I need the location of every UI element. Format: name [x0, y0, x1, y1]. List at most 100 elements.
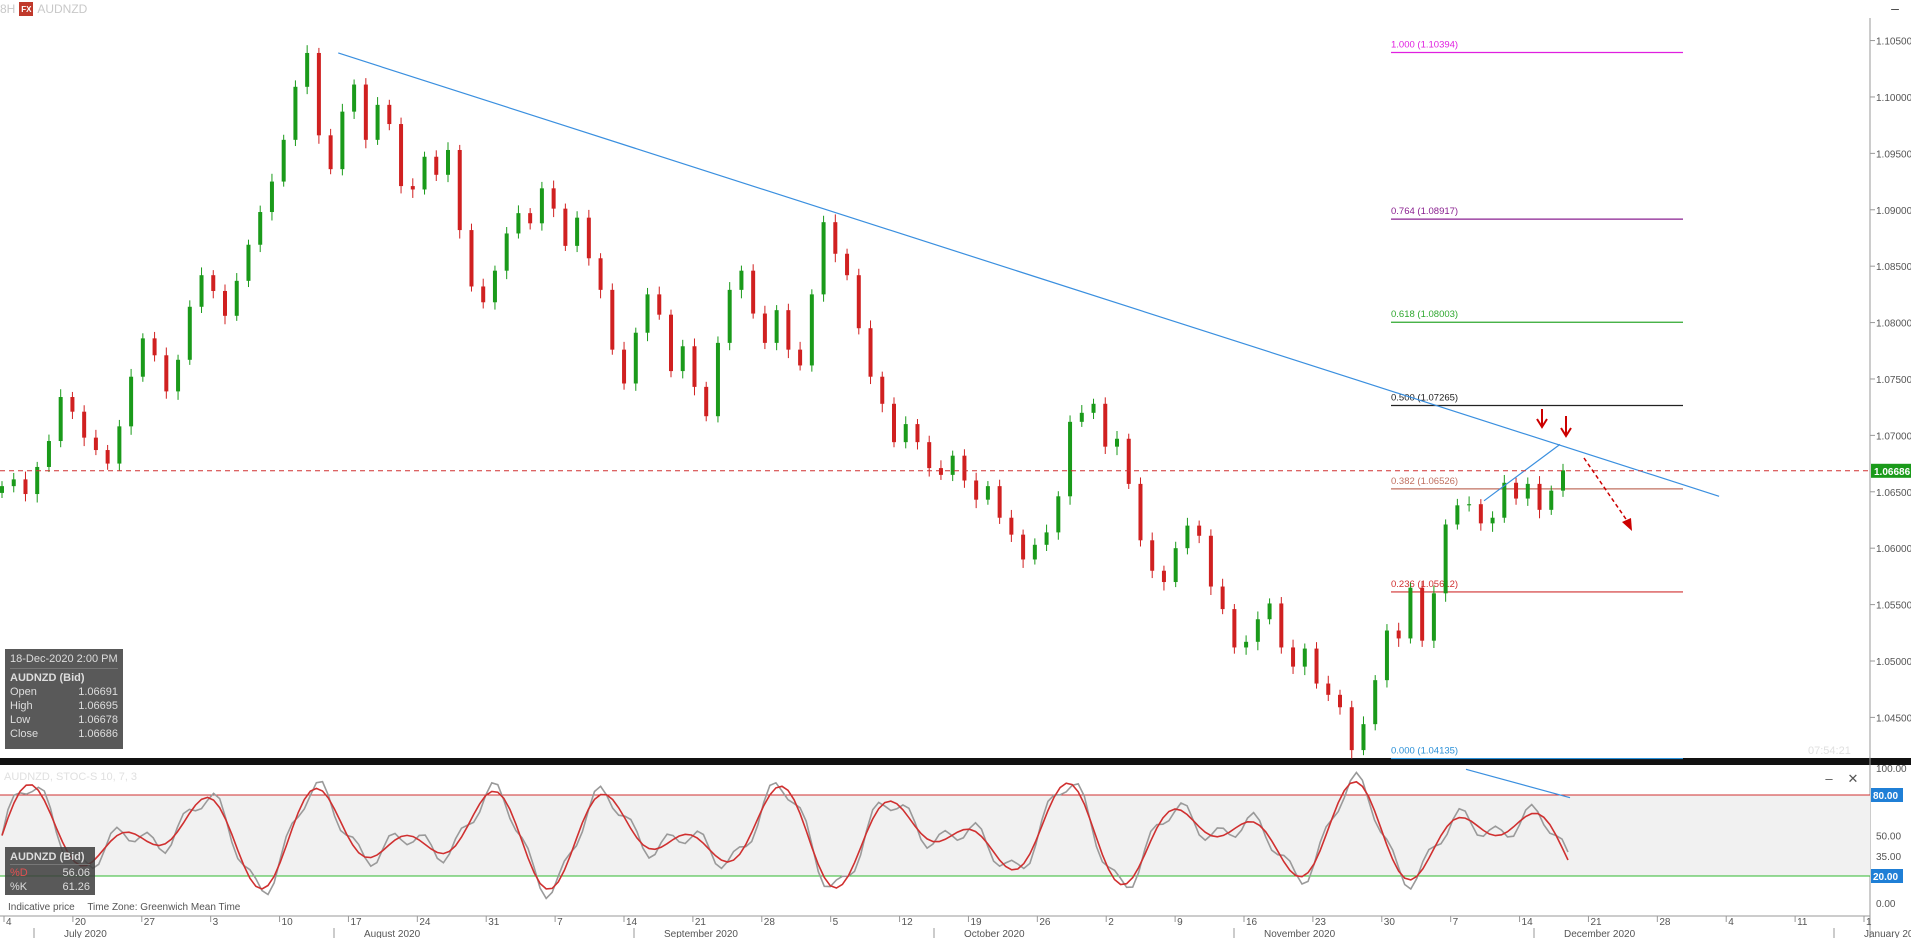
- candle-body-12: [140, 338, 145, 377]
- candle-body-39: [457, 149, 462, 231]
- x-month-label-3: October 2020: [964, 929, 1025, 938]
- candle-body-27: [316, 52, 321, 136]
- x-month-label-6: January 2021: [1864, 929, 1911, 938]
- x-tick-label-20: 30: [1384, 917, 1396, 928]
- candle-body-52: [610, 289, 615, 350]
- candle-body-56: [657, 294, 662, 315]
- candle-body-28: [328, 135, 333, 170]
- minimize-button[interactable]: –: [1891, 0, 1899, 16]
- candle-body-91: [1068, 421, 1073, 497]
- candle-body-100: [1173, 548, 1178, 583]
- x-month-label-5: December 2020: [1564, 929, 1636, 938]
- x-tick-label-8: 7: [557, 917, 563, 928]
- y-tick-label-0: 1.10500: [1876, 37, 1911, 48]
- candle-body-125: [1467, 504, 1472, 506]
- x-tick-label-27: 1: [1866, 917, 1872, 928]
- ohlc-symbol: AUDNZD (Bid): [10, 672, 85, 684]
- y-tick-label-4: 1.08500: [1876, 262, 1911, 273]
- candle-body-96: [1126, 438, 1131, 484]
- minimize-indicator-button[interactable]: –: [1825, 771, 1833, 786]
- ohlc-datetime: 18-Dec-2020 2:00 PM: [10, 652, 118, 669]
- x-tick-label-2: 27: [144, 917, 156, 928]
- ohlc-info-box: 18-Dec-2020 2:00 PM AUDNZD (Bid) Open 1.0…: [5, 649, 123, 749]
- candle-body-1: [11, 479, 16, 487]
- fx-logo: FX: [19, 2, 34, 16]
- y-tick-label-12: 1.04500: [1876, 713, 1911, 724]
- candle-body-21: [246, 244, 251, 281]
- stoch-band: [0, 795, 1870, 876]
- candle-body-9: [105, 450, 110, 464]
- x-tick-label-23: 21: [1590, 917, 1602, 928]
- candle-body-73: [856, 275, 861, 329]
- current-price-label: 1.06686: [1874, 467, 1911, 478]
- x-tick-label-4: 10: [282, 917, 294, 928]
- x-tick-label-1: 20: [75, 917, 87, 928]
- y-tick-label-3: 1.09000: [1876, 206, 1911, 217]
- y-tick-label-2: 1.09500: [1876, 149, 1911, 160]
- candle-body-86: [1009, 517, 1014, 535]
- candle-body-48: [563, 208, 568, 246]
- y-tick-label-5: 1.08000: [1876, 319, 1911, 330]
- x-tick-label-15: 26: [1039, 917, 1051, 928]
- candle-body-80: [938, 468, 943, 475]
- candle-body-98: [1150, 540, 1155, 571]
- candle-body-94: [1103, 403, 1108, 447]
- candle-body-26: [305, 52, 310, 87]
- timestamp-watermark: 07:54:21: [1808, 745, 1851, 757]
- candle-body-70: [821, 222, 826, 295]
- x-month-label-2: September 2020: [664, 929, 738, 938]
- candle-body-44: [516, 213, 521, 234]
- x-tick-label-5: 17: [350, 917, 362, 928]
- candle-body-36: [422, 156, 427, 190]
- candle-body-103: [1208, 535, 1213, 587]
- candle-body-60: [704, 386, 709, 417]
- candle-body-121: [1420, 587, 1425, 641]
- close-indicator-button[interactable]: ✕: [1847, 771, 1859, 786]
- stoch-upper-tag: [1871, 788, 1903, 802]
- candle-body-128: [1502, 482, 1507, 518]
- candle-body-11: [129, 376, 134, 427]
- x-tick-label-19: 23: [1315, 917, 1327, 928]
- candle-body-24: [281, 139, 286, 182]
- candle-body-45: [528, 213, 533, 224]
- candle-body-113: [1326, 683, 1331, 695]
- candle-body-6: [70, 397, 75, 412]
- y-tick-label-9: 1.06000: [1876, 544, 1911, 555]
- candle-body-53: [622, 349, 627, 384]
- stoch-y-tick-0: 100.00: [1876, 764, 1907, 775]
- stoch-y-tick-4: 0.00: [1876, 899, 1896, 910]
- candle-body-104: [1220, 586, 1225, 610]
- candle-body-13: [152, 338, 157, 356]
- candle-body-93: [1091, 403, 1096, 413]
- ohlc-row-open: Open 1.06691: [10, 686, 118, 698]
- candle-body-17: [199, 275, 204, 307]
- candle-body-30: [352, 84, 357, 112]
- x-tick-label-3: 3: [213, 917, 219, 928]
- candle-body-58: [680, 346, 685, 372]
- candle-body-123: [1443, 524, 1448, 594]
- stoch-trendline: [1465, 768, 1571, 799]
- ohlc-row-close: Close 1.06686: [10, 728, 118, 740]
- candle-body-4: [46, 441, 51, 467]
- candle-body-16: [187, 306, 192, 360]
- x-tick-label-24: 28: [1659, 917, 1671, 928]
- stoch-lower-label: 20.00: [1873, 872, 1898, 883]
- stoch-title: AUDNZD, STOC-S 10, 7, 3: [4, 771, 137, 783]
- candle-body-131: [1537, 483, 1542, 510]
- candle-body-65: [762, 313, 767, 343]
- candle-body-133: [1561, 470, 1565, 491]
- x-month-label-1: August 2020: [364, 929, 421, 938]
- fib-label-4: 0.382 (1.06526): [1391, 476, 1458, 487]
- x-tick-label-6: 24: [419, 917, 431, 928]
- candle-body-72: [845, 253, 850, 276]
- candle-body-7: [82, 411, 87, 438]
- x-tick-label-11: 28: [764, 917, 776, 928]
- candle-body-83: [974, 480, 979, 500]
- candle-body-38: [446, 149, 450, 175]
- candle-body-37: [434, 156, 439, 175]
- candle-body-112: [1314, 648, 1319, 684]
- candle-body-43: [504, 233, 509, 271]
- y-tick-label-6: 1.07500: [1876, 375, 1911, 386]
- x-tick-label-7: 31: [488, 917, 500, 928]
